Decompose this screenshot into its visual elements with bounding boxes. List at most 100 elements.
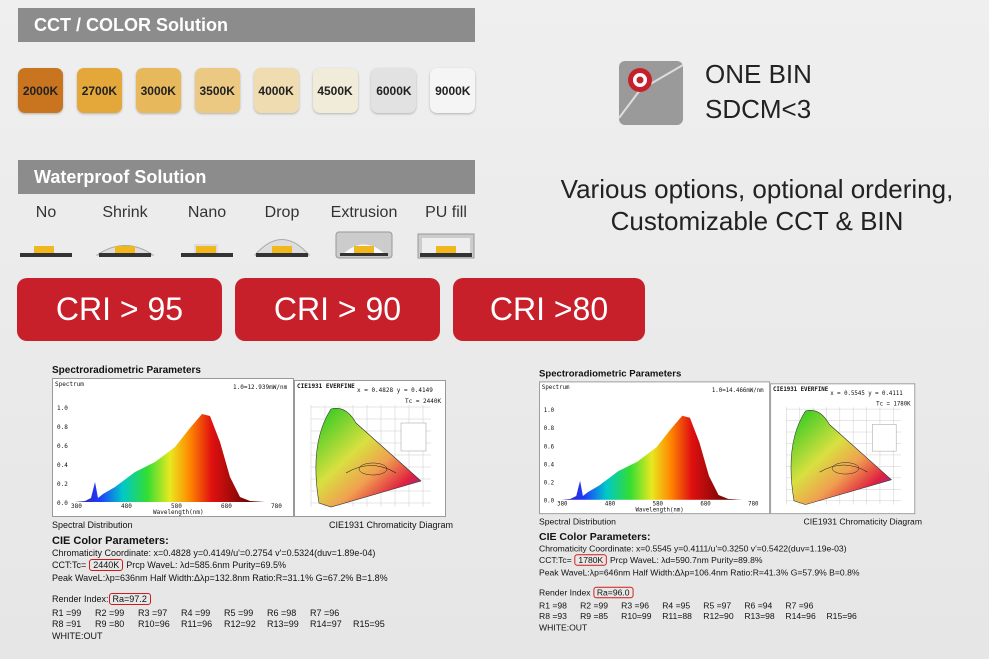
cri-button: CRI > 95 bbox=[17, 278, 222, 341]
cie-tc: Tc = 2440K bbox=[405, 398, 442, 405]
x-tick-label: 780 bbox=[271, 503, 282, 510]
waterproof-option: Nano bbox=[187, 204, 227, 221]
x-tick-label: 480 bbox=[121, 503, 132, 510]
y-tick-label: 0.6 bbox=[543, 443, 555, 451]
cct-value: 1780K bbox=[574, 554, 608, 566]
cie-panel: CIE1931 EVERFINE x = 0.5545 y = 0.4111 Tc … bbox=[770, 383, 916, 515]
cri-button: CRI >80 bbox=[453, 278, 645, 341]
param-line: Chromaticity Coordinate: x=0.5545 y=0.41… bbox=[539, 543, 847, 554]
cct-label: CCT:Tc= bbox=[52, 560, 87, 570]
cct-chip: 2000K bbox=[18, 68, 63, 113]
param-line: Peak WaveL:λp=646nm Half Width:Δλp=106.4… bbox=[539, 567, 860, 578]
spectrum-caption: Spectral Distribution bbox=[52, 520, 133, 530]
cri-button: CRI > 90 bbox=[235, 278, 440, 341]
r-value: R6 =98 bbox=[267, 608, 297, 618]
waterproof-option: PU fill bbox=[425, 204, 467, 221]
x-axis-label: Wavelength(nm) bbox=[635, 506, 684, 514]
spectrum-scale: 1.0=14.466mW/nm bbox=[711, 387, 764, 394]
spectrum-panel: Spectrum 1.0=12.939mW/nm 1.0 0.8 0.6 0.4 0.2 0.… bbox=[52, 378, 294, 517]
y-tick-label: 0.4 bbox=[57, 462, 68, 469]
r-value: R7 =96 bbox=[785, 601, 814, 611]
spectrum-caption: Spectral Distribution bbox=[539, 517, 616, 527]
r-value: R10=96 bbox=[138, 619, 170, 629]
r-value: R13=98 bbox=[744, 611, 775, 622]
cie-coords: x = 0.5545 y = 0.4111 bbox=[830, 390, 903, 397]
waterproof-icon bbox=[417, 233, 475, 259]
spectrum-curve bbox=[560, 415, 743, 500]
cct-chip: 9000K bbox=[430, 68, 476, 113]
r-value: R5 =97 bbox=[703, 601, 732, 611]
r-value: R13=99 bbox=[267, 619, 299, 629]
footer: WHITE:OUT bbox=[539, 623, 588, 633]
cct-label: CCT:Tc= bbox=[539, 555, 572, 565]
cct-chip: 2700K bbox=[76, 68, 122, 113]
x-tick-label: 380 bbox=[71, 503, 82, 510]
r-value: R9 =85 bbox=[580, 611, 609, 622]
y-tick-label: 0.8 bbox=[543, 425, 555, 433]
waterproof-icon bbox=[335, 231, 393, 259]
cie-title: CIE1931 EVERFINE bbox=[297, 383, 355, 390]
x-tick-label: 580 bbox=[171, 503, 182, 510]
bin-line: ONE BIN bbox=[705, 59, 812, 89]
r-value: R10=99 bbox=[621, 611, 652, 622]
r-value: R3 =97 bbox=[138, 608, 168, 618]
x-tick-label: 380 bbox=[557, 500, 568, 508]
cie-coords: x = 0.4828 y = 0.4149 bbox=[357, 387, 433, 394]
bin-line: SDCM<3 bbox=[705, 94, 812, 124]
r-value: R1 =98 bbox=[539, 601, 567, 611]
param-line: Render Index Ra=96.0 bbox=[539, 586, 634, 599]
spectrum-label: Spectrum bbox=[541, 384, 570, 391]
report-title: Spectroradiometric Parameters bbox=[52, 365, 201, 376]
r-value: R5 =99 bbox=[224, 608, 254, 618]
ra-label: Render Index bbox=[539, 587, 594, 598]
cie-tc: Tc = 1780K bbox=[876, 400, 911, 408]
bin-icon bbox=[618, 61, 684, 125]
y-tick-label: 0.0 bbox=[57, 500, 68, 507]
tagline: Various options, optional ordering, bbox=[560, 174, 954, 204]
spectrum-curve bbox=[75, 414, 265, 502]
waterproof-icon bbox=[181, 244, 233, 257]
waterproof-icon bbox=[253, 239, 311, 257]
y-tick-label: 0.4 bbox=[543, 461, 555, 469]
r-value: R12=92 bbox=[224, 619, 256, 629]
cct-chip: 4000K bbox=[253, 68, 299, 113]
cie-diagram bbox=[786, 407, 901, 505]
cie-panel: CIE1931 EVERFINE x = 0.4828 y = 0.4149 Tc … bbox=[294, 380, 446, 517]
y-tick-label: 1.0 bbox=[543, 407, 555, 414]
cct-chip: 3500K bbox=[194, 68, 240, 113]
ra-value: Ra=96.0 bbox=[593, 586, 634, 599]
cct-chip: 3000K bbox=[135, 68, 181, 113]
cie-caption: CIE1931 Chromaticity Diagram bbox=[803, 517, 922, 527]
cct-chip: 4500K bbox=[312, 68, 358, 113]
tagline: Customizable CCT & BIN bbox=[610, 206, 904, 236]
r-value: R14=96 bbox=[785, 611, 816, 622]
r-value: R4 =99 bbox=[181, 608, 211, 618]
waterproof-option: Drop bbox=[264, 204, 300, 221]
y-tick-label: 1.0 bbox=[57, 405, 68, 412]
r-value: R6 =94 bbox=[744, 601, 773, 611]
cct-chip: 6000K bbox=[371, 68, 417, 113]
r-value: R3 =96 bbox=[621, 601, 650, 611]
r-value: R11=96 bbox=[181, 619, 213, 629]
y-tick-label: 0.2 bbox=[57, 481, 68, 488]
params-title: CIE Color Parameters: bbox=[52, 535, 169, 547]
cct-rest: Prcp WaveL: λd=585.6nm Purity=69.5% bbox=[126, 560, 287, 570]
r-value: R2 =99 bbox=[580, 601, 609, 611]
r-value: R15=95 bbox=[353, 619, 385, 629]
x-tick-label: 480 bbox=[604, 500, 616, 508]
params-title: CIE Color Parameters: bbox=[539, 531, 651, 543]
cct-rest: Prcp WaveL: λd=590.7nm Purity=89.8% bbox=[609, 555, 763, 565]
report-title: Spectroradiometric Parameters bbox=[539, 369, 682, 380]
r-value: R9 =80 bbox=[95, 619, 125, 629]
x-axis-label: Wavelength(nm) bbox=[153, 509, 204, 516]
x-tick-label: 780 bbox=[748, 500, 759, 508]
param-line: CCT:Tc= 2440K Prcp WaveL: λd=585.6nm Purit… bbox=[52, 559, 287, 571]
param-line: Peak WaveL:λp=636nm Half Width:Δλp=132.8… bbox=[52, 573, 388, 583]
cie-diagram bbox=[310, 405, 431, 508]
r-value: R12=90 bbox=[703, 611, 734, 622]
x-tick-label: 680 bbox=[700, 500, 711, 508]
r-value: R8 =93 bbox=[539, 611, 567, 622]
cie-title: CIE1931 EVERFINE bbox=[772, 386, 829, 393]
x-tick-label: 680 bbox=[221, 503, 232, 510]
r-value: R4 =95 bbox=[662, 601, 691, 611]
